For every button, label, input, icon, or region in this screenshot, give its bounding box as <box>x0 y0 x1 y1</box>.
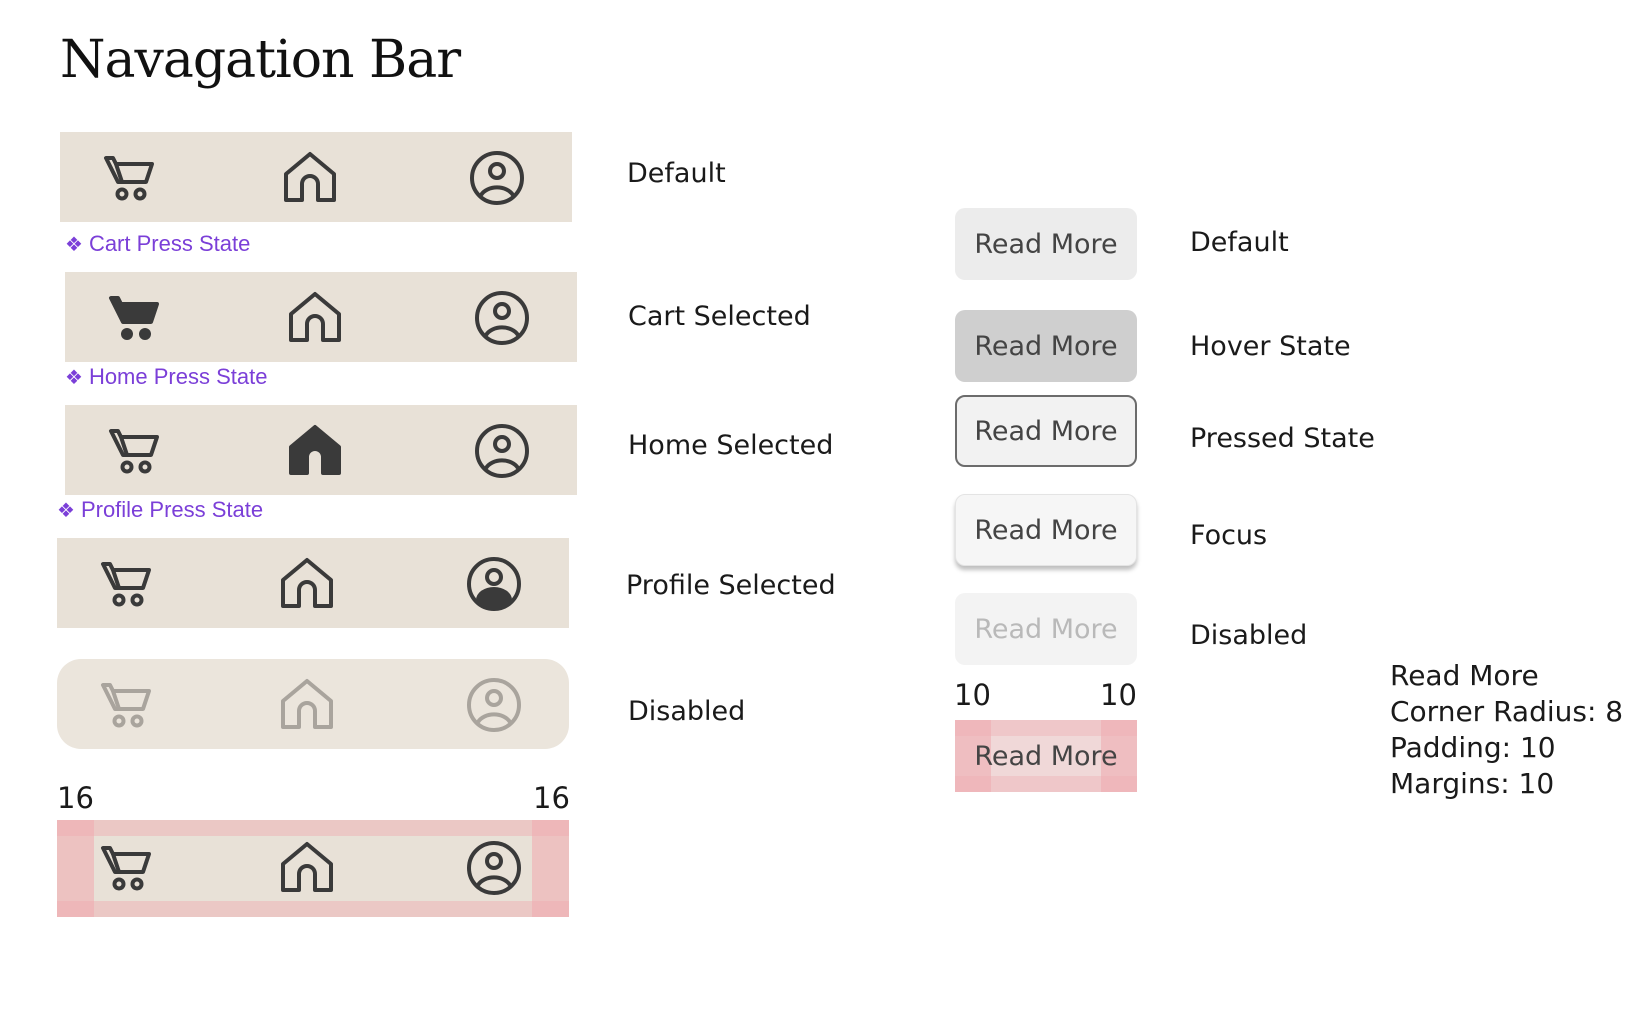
nav-state-label-disabled: Disabled <box>628 696 746 727</box>
spec-padding-top <box>57 820 569 836</box>
cart-icon <box>95 836 159 900</box>
nav-state-label-default: Default <box>627 158 726 189</box>
profile-press-state-label: ❖ Profile Press State <box>57 497 264 522</box>
button-state-label-disabled: Disabled <box>1190 620 1308 651</box>
nav-state-label-profile-selected: Profile Selected <box>626 570 836 601</box>
home-icon <box>275 673 339 737</box>
button-state-label-pressed: Pressed State <box>1190 423 1375 454</box>
nav-state-label-cart-selected: Cart Selected <box>628 301 811 332</box>
note-line-title: Read More <box>1390 659 1539 692</box>
spec-padding-left <box>955 720 991 792</box>
nav-bar-home-selected <box>65 405 577 495</box>
home-icon[interactable] <box>278 146 342 210</box>
button-state-label-hover: Hover State <box>1190 331 1351 362</box>
nav-bar-profile-selected <box>57 538 569 628</box>
nav-spec-right-padding: 16 <box>533 781 570 815</box>
cart-icon <box>95 673 159 737</box>
read-more-button-hover[interactable]: Read More <box>955 310 1137 382</box>
read-more-button-default[interactable]: Read More <box>955 208 1137 280</box>
profile-icon <box>462 673 526 737</box>
component-icon: ❖ <box>65 367 83 389</box>
component-icon: ❖ <box>57 500 75 522</box>
note-line-corner-radius: Corner Radius: 8 <box>1390 695 1624 728</box>
home-icon[interactable] <box>283 286 347 350</box>
button-spec-note: Read More Corner Radius: 8 Padding: 10 M… <box>1390 658 1623 802</box>
button-spec-label: Read More <box>974 740 1118 772</box>
button-spec-left-padding: 10 <box>954 678 991 712</box>
nav-spec-left-padding: 16 <box>57 781 94 815</box>
home-press-state-label: ❖ Home Press State <box>65 364 268 389</box>
cart-icon[interactable] <box>103 419 167 483</box>
cart-icon[interactable] <box>98 146 162 210</box>
spec-padding-left <box>57 820 94 917</box>
cart-press-state-label: ❖ Cart Press State <box>65 231 251 256</box>
cart-icon[interactable] <box>103 286 167 350</box>
nav-bar-cart-selected <box>65 272 577 362</box>
component-icon: ❖ <box>65 234 83 256</box>
cart-icon[interactable] <box>95 552 159 616</box>
nav-state-label-home-selected: Home Selected <box>628 430 834 461</box>
home-icon[interactable] <box>275 552 339 616</box>
home-icon <box>275 836 339 900</box>
read-more-button-spec: Read More <box>955 720 1137 792</box>
profile-icon[interactable] <box>470 286 534 350</box>
read-more-button-focus[interactable]: Read More <box>955 494 1137 566</box>
read-more-button-disabled: Read More <box>955 593 1137 665</box>
profile-icon[interactable] <box>465 146 529 210</box>
home-icon[interactable] <box>283 419 347 483</box>
spec-padding-top <box>955 720 1137 736</box>
spec-padding-bottom <box>57 901 569 917</box>
button-state-label-focus: Focus <box>1190 520 1268 551</box>
page-title: Navagation Bar <box>60 30 461 90</box>
button-spec-right-padding: 10 <box>1100 678 1137 712</box>
nav-bar-disabled <box>57 659 569 749</box>
profile-icon[interactable] <box>462 552 526 616</box>
button-state-label-default: Default <box>1190 227 1289 258</box>
spec-padding-bottom <box>955 776 1137 792</box>
note-line-margins: Margins: 10 <box>1390 767 1555 800</box>
profile-icon <box>462 836 526 900</box>
note-line-padding: Padding: 10 <box>1390 731 1556 764</box>
spec-padding-right <box>1101 720 1137 792</box>
read-more-button-pressed[interactable]: Read More <box>955 395 1137 467</box>
spec-padding-right <box>532 820 569 917</box>
nav-bar-spec <box>57 820 569 917</box>
profile-icon[interactable] <box>470 419 534 483</box>
nav-bar-default <box>60 132 572 222</box>
